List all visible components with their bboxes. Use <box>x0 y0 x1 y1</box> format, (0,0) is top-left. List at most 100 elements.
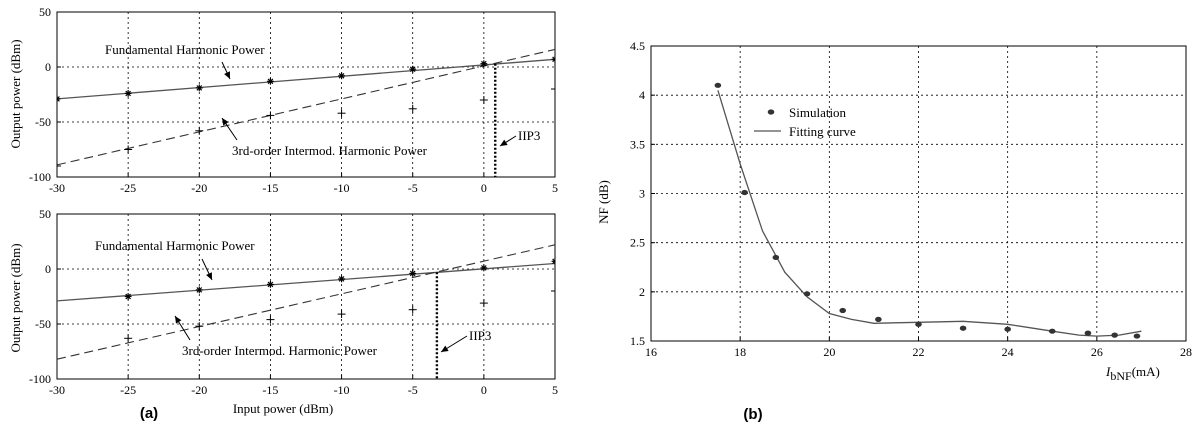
a1-intermod-line <box>57 48 555 166</box>
b-ytick-label-0: 1.5 <box>630 334 645 348</box>
a1-fundamental-point-0-stroke <box>57 98 60 102</box>
a1-xtick-label-5: -5 <box>408 181 418 195</box>
a1-fundamental-point-2 <box>195 84 203 92</box>
b-simulation-point-10 <box>1084 330 1092 336</box>
b-frame <box>650 45 1187 342</box>
a2-ytick-label-1: -50 <box>35 317 51 331</box>
a2-series <box>57 244 555 360</box>
a2-xtick-label-1: -25 <box>120 383 136 397</box>
a2-fundamental-arrow-head <box>206 272 212 280</box>
a2-ytick-label-3: 50 <box>39 207 51 221</box>
a1-fundamental-point-0-stroke <box>57 96 60 100</box>
b-simulation-point-12 <box>1133 333 1141 339</box>
a2-fundamental-point-6-stroke <box>552 260 555 265</box>
b-ytick-label-4: 3.5 <box>630 137 645 151</box>
a1-fundamental-line <box>57 58 555 100</box>
a2-fundamental-arrow <box>201 258 213 281</box>
b-ytick-label-1: 2 <box>639 285 645 299</box>
a1-intermod-point-4 <box>337 109 346 118</box>
a2-fundamental-point-3-stroke <box>338 276 345 282</box>
a2-fundamental-line <box>57 262 555 302</box>
b-simulation-point-9 <box>1048 328 1056 334</box>
a2-fundamental-point-0-stroke <box>125 293 131 300</box>
chart-b-xlabel-main: I <box>1105 364 1111 379</box>
a1-xtick-label-4: -10 <box>334 181 350 195</box>
a1-intermod-point-5 <box>408 104 417 113</box>
a2-fundamental-point-1-stroke <box>196 287 203 293</box>
chart-b-xlabel: IbNF(mA) <box>1105 364 1160 383</box>
b-xtick-label-6: 28 <box>1180 345 1192 359</box>
a2-intermod-point-5 <box>479 299 488 308</box>
b-simulation-point-5 <box>875 316 882 322</box>
panel-label-a: (a) <box>140 405 158 422</box>
a2-intermod-point-2 <box>266 315 275 324</box>
a1-fundamental-point-1-stroke <box>125 90 131 97</box>
a1-intermod-point-7 <box>551 85 555 93</box>
a1-intermod-point-1 <box>124 145 133 154</box>
a1-fundamental-point-2-stroke <box>196 85 203 91</box>
chart-b-xlabel-unit: (mA) <box>1132 364 1160 379</box>
b-xtick-label-2: 20 <box>823 345 835 359</box>
a1-fundamental-point-7-stroke <box>552 58 555 63</box>
b-legend-simulation-label: Simulation <box>789 105 847 120</box>
a1-iip3-label: IIP3 <box>518 128 540 143</box>
a2-fundamental-point-2 <box>267 281 274 288</box>
a2-intermod-arrow-head <box>175 316 182 324</box>
a1-fundamental-point-0 <box>57 95 61 103</box>
chart-b: 16 18 20 22 24 26 28 1.5 2 2.5 3 3.5 4 4.5 Simulation F… <box>630 39 1192 359</box>
a1-fundamental-point-3-stroke <box>267 78 274 85</box>
a2-intermod-label: 3rd-order Intermod. Harmonic Power <box>182 343 378 358</box>
b-fitting-curve <box>717 90 1142 337</box>
a1-fundamental-point-7-stroke <box>552 56 555 61</box>
panel-label-b: (b) <box>743 406 762 423</box>
a1-fundamental-arrow <box>221 61 231 80</box>
chart-a-bottom-ylabel: Output power (dBm) <box>8 243 23 352</box>
a1-fundamental-point-5 <box>409 65 417 73</box>
b-xtick-label-0: 16 <box>645 345 657 359</box>
a2-xtick-label-4: -10 <box>334 383 350 397</box>
chart-a-top-ylabel: Output power (dBm) <box>8 39 23 148</box>
b-simulation-point-1 <box>741 189 748 196</box>
a1-intermod-point-0 <box>57 162 61 170</box>
b-xtick-label-1: 18 <box>734 345 746 359</box>
chart-b-xlabel-sub: bNF <box>1110 369 1132 383</box>
b-simulation-point-4 <box>839 307 847 314</box>
a2-xtick-label-6: 0 <box>481 383 487 397</box>
a2-intermod-point-1 <box>195 322 204 331</box>
a2-fundamental-point-3 <box>338 275 345 283</box>
a2-iip3-arrow <box>440 335 468 353</box>
a2-iip3-label: IIP3 <box>469 328 491 343</box>
a1-intermod-point-2 <box>195 126 204 135</box>
a2-intermod-point-3 <box>337 310 346 319</box>
b-xtick-label-4: 24 <box>1002 345 1014 359</box>
chart-a-bottom: -30 -25 -20 -15 -10 -5 0 5-100-50050Fundamental… <box>29 207 558 397</box>
a2-frame <box>56 213 556 380</box>
b-xtick-label-5: 26 <box>1091 345 1103 359</box>
a2-intermod-point-6 <box>551 287 555 295</box>
b-ytick-label-2: 2.5 <box>630 236 645 250</box>
a2-xtick-label-5: -5 <box>408 383 418 397</box>
a2-intermod-line <box>57 244 555 360</box>
b-simulation-point-0 <box>714 82 722 88</box>
b-simulation-point-7 <box>959 325 967 331</box>
a2-ytick-label-0: -100 <box>29 372 51 386</box>
a2-fundamental-point-0 <box>124 293 132 300</box>
chart-a-bottom-xlabel: Input power (dBm) <box>233 401 333 416</box>
a2-fundamental-point-5-stroke <box>481 265 487 271</box>
a2-fundamental-point-6 <box>551 257 555 265</box>
a2-xtick-label-2: -20 <box>191 383 207 397</box>
a2-xtick-label-7: 5 <box>552 383 558 397</box>
a1-xtick-label-6: 0 <box>481 181 487 195</box>
b-legend-fitting-label: Fitting curve <box>789 124 856 139</box>
a1-xtick-label-3: -15 <box>262 181 278 195</box>
a1-ytick-label-0: -100 <box>29 170 51 184</box>
a2-fundamental-point-1 <box>195 286 203 294</box>
a2-intermod-arrow <box>174 315 191 341</box>
chart-b-ylabel: NF (dB) <box>596 180 611 224</box>
a1-xtick-label-1: -25 <box>120 181 136 195</box>
a1-fundamental-point-1 <box>124 90 132 97</box>
a1-iip3-arrow <box>499 135 517 147</box>
a1-fundamental-point-4-stroke <box>338 72 345 79</box>
a2-fundamental-point-5 <box>480 264 488 272</box>
b-ytick-label-3: 3 <box>639 187 645 201</box>
